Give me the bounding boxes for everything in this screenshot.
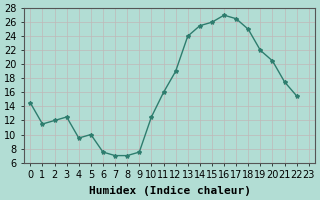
X-axis label: Humidex (Indice chaleur): Humidex (Indice chaleur) xyxy=(89,186,251,196)
